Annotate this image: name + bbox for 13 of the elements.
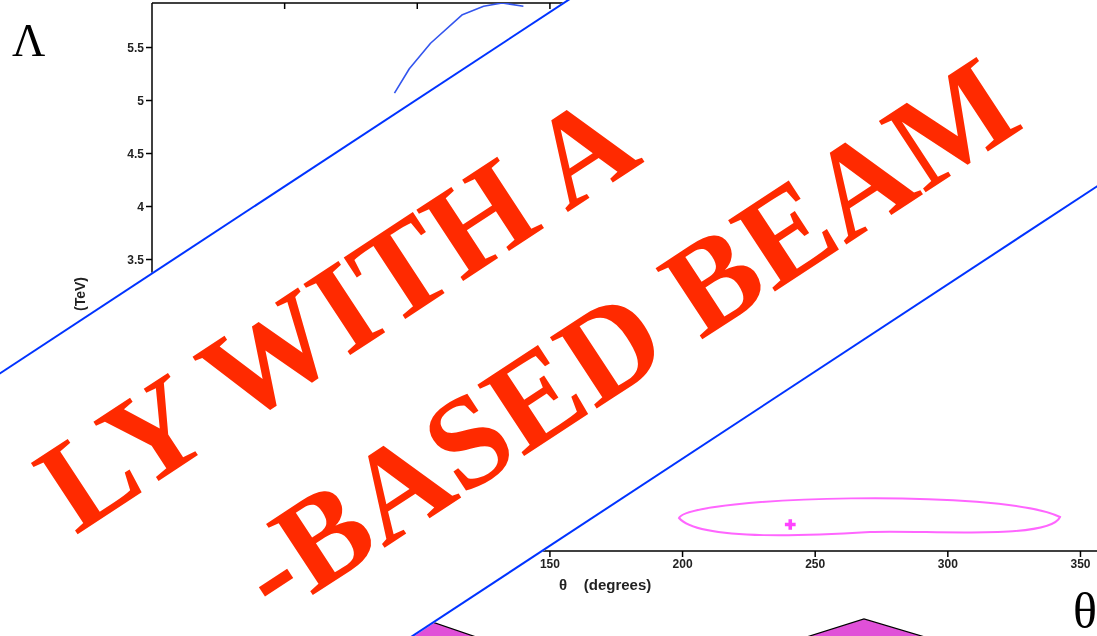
text: Λ xyxy=(12,15,46,66)
x-tick-label: 250 xyxy=(805,556,826,571)
y-tick-label: 5 xyxy=(137,93,145,108)
text: θ xyxy=(1073,583,1097,636)
x-tick-label: 300 xyxy=(937,556,959,571)
x-tick-label: 200 xyxy=(672,556,693,571)
y-tick-label: 4 xyxy=(137,199,145,214)
line-series xyxy=(393,3,525,94)
y-tick-label: 4.5 xyxy=(127,146,145,161)
x-tick-label: 350 xyxy=(1070,556,1091,571)
y-axis-title: (TeV) xyxy=(71,277,88,311)
y-tick-label: 3.5 xyxy=(127,252,145,267)
y-tick-label: 5.5 xyxy=(127,40,145,55)
